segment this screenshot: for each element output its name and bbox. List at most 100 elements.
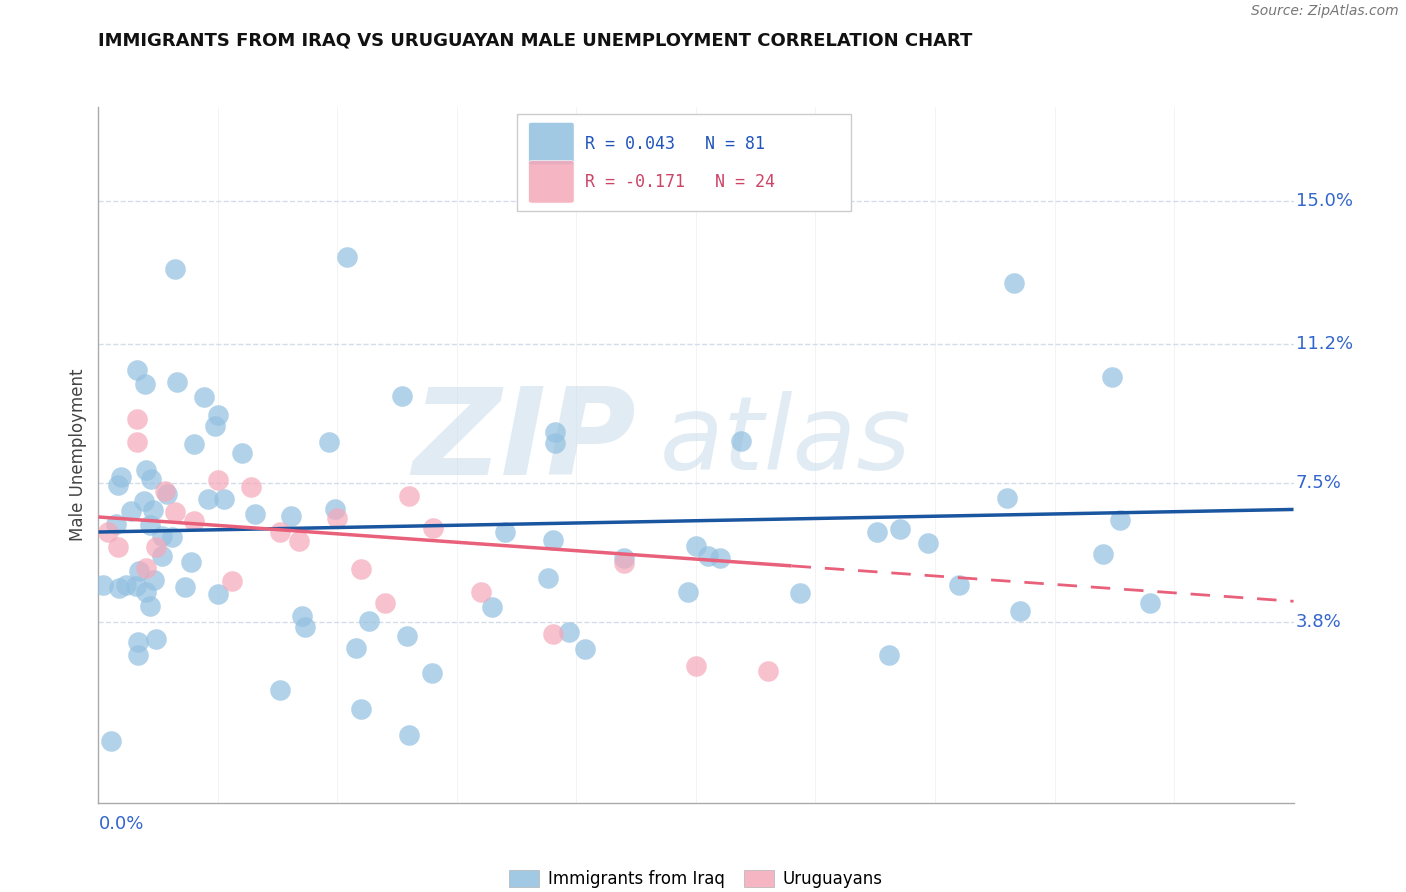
Point — [422, 521, 444, 535]
Point — [183, 437, 205, 451]
Point — [125, 579, 148, 593]
Point — [730, 434, 752, 449]
Y-axis label: Male Unemployment: Male Unemployment — [69, 368, 87, 541]
Point — [125, 412, 148, 426]
Point — [756, 664, 779, 678]
Point — [115, 578, 138, 592]
Text: R = -0.171   N = 24: R = -0.171 N = 24 — [585, 173, 775, 191]
Point — [291, 609, 314, 624]
Point — [336, 251, 359, 265]
Point — [398, 490, 420, 504]
Point — [134, 376, 156, 391]
Point — [107, 478, 129, 492]
Point — [150, 528, 173, 542]
Point — [240, 480, 263, 494]
Point — [494, 524, 516, 539]
Text: 11.2%: 11.2% — [1296, 335, 1353, 353]
Point — [97, 524, 120, 539]
Point — [613, 557, 636, 571]
Point — [325, 502, 347, 516]
Point — [110, 469, 132, 483]
Point — [100, 734, 122, 748]
Point — [1139, 597, 1161, 611]
Point — [207, 409, 229, 423]
Point — [1002, 276, 1025, 290]
Point — [544, 436, 567, 450]
Point — [269, 683, 291, 698]
Point — [696, 549, 718, 563]
Text: atlas: atlas — [661, 391, 911, 491]
Point — [163, 261, 186, 276]
Point — [156, 487, 179, 501]
Point — [396, 629, 419, 643]
Point — [1008, 604, 1031, 618]
Point — [537, 571, 560, 585]
Point — [685, 540, 707, 554]
Point — [917, 536, 939, 550]
Point — [125, 434, 148, 449]
Point — [470, 585, 492, 599]
Point — [207, 473, 229, 487]
Point — [269, 524, 291, 539]
Point — [139, 517, 162, 532]
Point — [108, 581, 131, 595]
Point — [889, 522, 911, 536]
Point — [1109, 512, 1132, 526]
Text: 0.0%: 0.0% — [98, 815, 143, 833]
Point — [574, 642, 596, 657]
Legend: Immigrants from Iraq, Uruguayans: Immigrants from Iraq, Uruguayans — [502, 863, 890, 892]
Point — [150, 549, 173, 563]
Point — [357, 614, 380, 628]
Text: Source: ZipAtlas.com: Source: ZipAtlas.com — [1251, 4, 1399, 19]
Point — [481, 600, 503, 615]
Point — [204, 419, 226, 434]
Point — [127, 635, 149, 649]
Point — [288, 534, 311, 549]
Point — [183, 514, 205, 528]
Point — [391, 389, 413, 403]
Text: ZIP: ZIP — [412, 383, 636, 500]
Point — [91, 578, 114, 592]
Point — [174, 580, 197, 594]
Point — [948, 577, 970, 591]
Text: 15.0%: 15.0% — [1296, 192, 1353, 210]
Point — [350, 702, 373, 716]
Point — [141, 472, 163, 486]
Point — [134, 494, 156, 508]
Point — [1091, 548, 1114, 562]
Point — [280, 508, 302, 523]
Point — [104, 517, 127, 532]
Point — [231, 446, 253, 460]
Point — [142, 503, 165, 517]
Text: 3.8%: 3.8% — [1296, 614, 1341, 632]
Point — [544, 425, 567, 439]
Text: 7.5%: 7.5% — [1296, 475, 1341, 492]
Point — [676, 585, 699, 599]
Point — [135, 561, 157, 575]
Point — [135, 463, 157, 477]
Point — [207, 587, 229, 601]
Point — [318, 435, 340, 450]
Point — [160, 530, 183, 544]
Point — [420, 666, 443, 681]
Point — [350, 562, 373, 576]
Point — [193, 390, 215, 404]
Point — [877, 648, 900, 663]
Point — [541, 533, 564, 547]
Point — [128, 564, 150, 578]
Point — [221, 574, 243, 589]
Point — [326, 511, 349, 525]
Point — [1101, 369, 1123, 384]
Point — [125, 363, 148, 377]
Point — [214, 491, 236, 506]
Point — [180, 555, 202, 569]
Point — [139, 599, 162, 613]
Point — [120, 503, 142, 517]
FancyBboxPatch shape — [529, 161, 574, 203]
Point — [344, 640, 367, 655]
Point — [145, 540, 167, 554]
Point — [541, 626, 564, 640]
Point — [197, 492, 219, 507]
Point — [107, 540, 129, 554]
Text: R = 0.043   N = 81: R = 0.043 N = 81 — [585, 135, 765, 153]
